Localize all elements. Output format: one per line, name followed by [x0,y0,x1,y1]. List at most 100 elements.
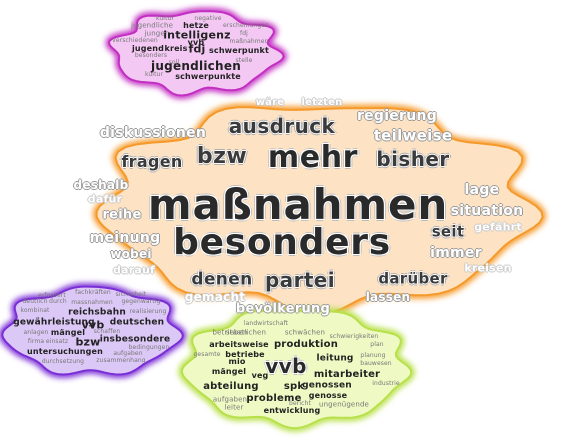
word-label: plan [370,341,384,348]
word-label: vvb [265,354,307,378]
word-label: mitarbeiter [313,369,381,380]
word-label: planung [360,352,386,359]
word-label: sicherheit [115,291,147,298]
bottom-cluster-shape [178,307,415,432]
word-label: kreisen [464,261,512,275]
word-label: mio [228,357,246,366]
word-label: bedingungen [128,344,170,351]
word-label: abteilung [203,381,259,392]
word-label: reihe [102,207,142,223]
word-label: mängel [50,328,86,337]
word-label: anlagen [23,329,49,336]
word-label: firma [27,338,45,345]
word-label: besonders [134,52,168,59]
word-label: fragen [121,152,183,171]
word-label: veg [251,371,269,380]
word-label: bauwesen [360,360,392,367]
word-label: hetze [183,21,209,30]
word-label: deshalb [73,178,129,192]
word-label: einsatz [45,338,69,345]
word-label: erscheinungen [222,22,270,29]
word-label: bzw [196,144,248,169]
word-label: vvb [81,318,105,332]
word-label: jugendlichen [151,59,241,73]
word-label: deutlich [22,298,48,305]
word-label: insbesondere [99,334,171,345]
word-label: diskussionen [99,125,207,141]
word-label: entwicklung [263,406,321,415]
word-label: fachkräften [75,289,111,296]
word-label: durch [49,298,67,305]
top-cluster-shape [105,7,288,100]
word-label: untersuchungen [27,347,103,356]
word-label: maßnahmen [229,38,269,45]
word-label: jugend [132,44,164,53]
word-label: mehr [267,140,359,175]
word-label: leitung [316,353,354,364]
word-label: wobei [110,247,152,261]
word-label: genosse [308,391,348,400]
word-label: schwächen [284,328,326,337]
word-label: zusammenhang [96,357,146,364]
word-label: probleme [246,393,302,404]
word-label: regierung [356,108,438,124]
word-label: letzten [301,97,343,108]
left-cluster-shape [0,283,187,379]
word-label: spk [283,381,305,392]
word-label: ungenügende [319,400,369,409]
word-label: realisierung [129,308,167,315]
word-label: bisher [376,147,450,171]
word-label: jugendliche [130,21,174,30]
word-label: leiter [224,403,244,412]
word-label: darauf [112,263,156,277]
word-label: erfordert [38,292,66,299]
word-label: gesamte [193,351,221,358]
word-label: immer [430,245,482,261]
word-label: lage [464,182,500,198]
word-label: stelle [235,57,253,64]
word-label: staatlichen [225,328,267,337]
word-label: mängel [211,367,247,376]
word-label: schwerpunkt [209,46,269,55]
word-label: meinung [89,230,161,246]
word-label: industrie [372,380,400,387]
word-label: seit [431,222,465,241]
word-label: deutschen [109,317,165,328]
word-label: situation [450,203,524,219]
word-label: fdj [240,30,248,37]
word-label: reichsbahn [68,307,126,318]
word-label: vvb [187,38,205,47]
word-label: maßnahmen [147,180,449,229]
word-label: soll [168,59,180,66]
word-label: kultur [144,71,164,78]
word-label: besonders [173,222,391,263]
word-label: darüber [378,269,448,288]
word-label: ausdruck [228,114,336,138]
word-label: gemacht [184,290,246,304]
word-label: gegenwärtig [121,298,161,305]
word-label: schwierigkeiten [329,333,379,340]
word-label: kreis [164,44,188,53]
word-label: partei [264,268,336,292]
word-label: kultur [155,15,175,22]
word-label: negative [194,15,222,22]
word-label: schaffen [93,328,121,335]
word-label: betriebe [225,350,265,359]
word-label: landwirtschaft [243,320,289,327]
word-label: gefährt [474,220,522,234]
word-label: fdj [188,42,206,56]
word-label: kombinat [20,307,50,314]
word-label: teilweise [373,126,453,145]
word-label: lassen [365,290,411,304]
word-label: genossen [302,380,352,391]
word-label: massnahmen [71,299,113,306]
word-label: verschiedenen [112,37,158,44]
word-label: aufgaben [113,350,143,357]
word-label: schwerpunkte [175,72,241,81]
word-label: jungen [144,29,170,38]
word-label: intelligenz [163,28,231,42]
word-label: produktion [273,339,339,350]
center-cluster-shape [93,103,547,319]
